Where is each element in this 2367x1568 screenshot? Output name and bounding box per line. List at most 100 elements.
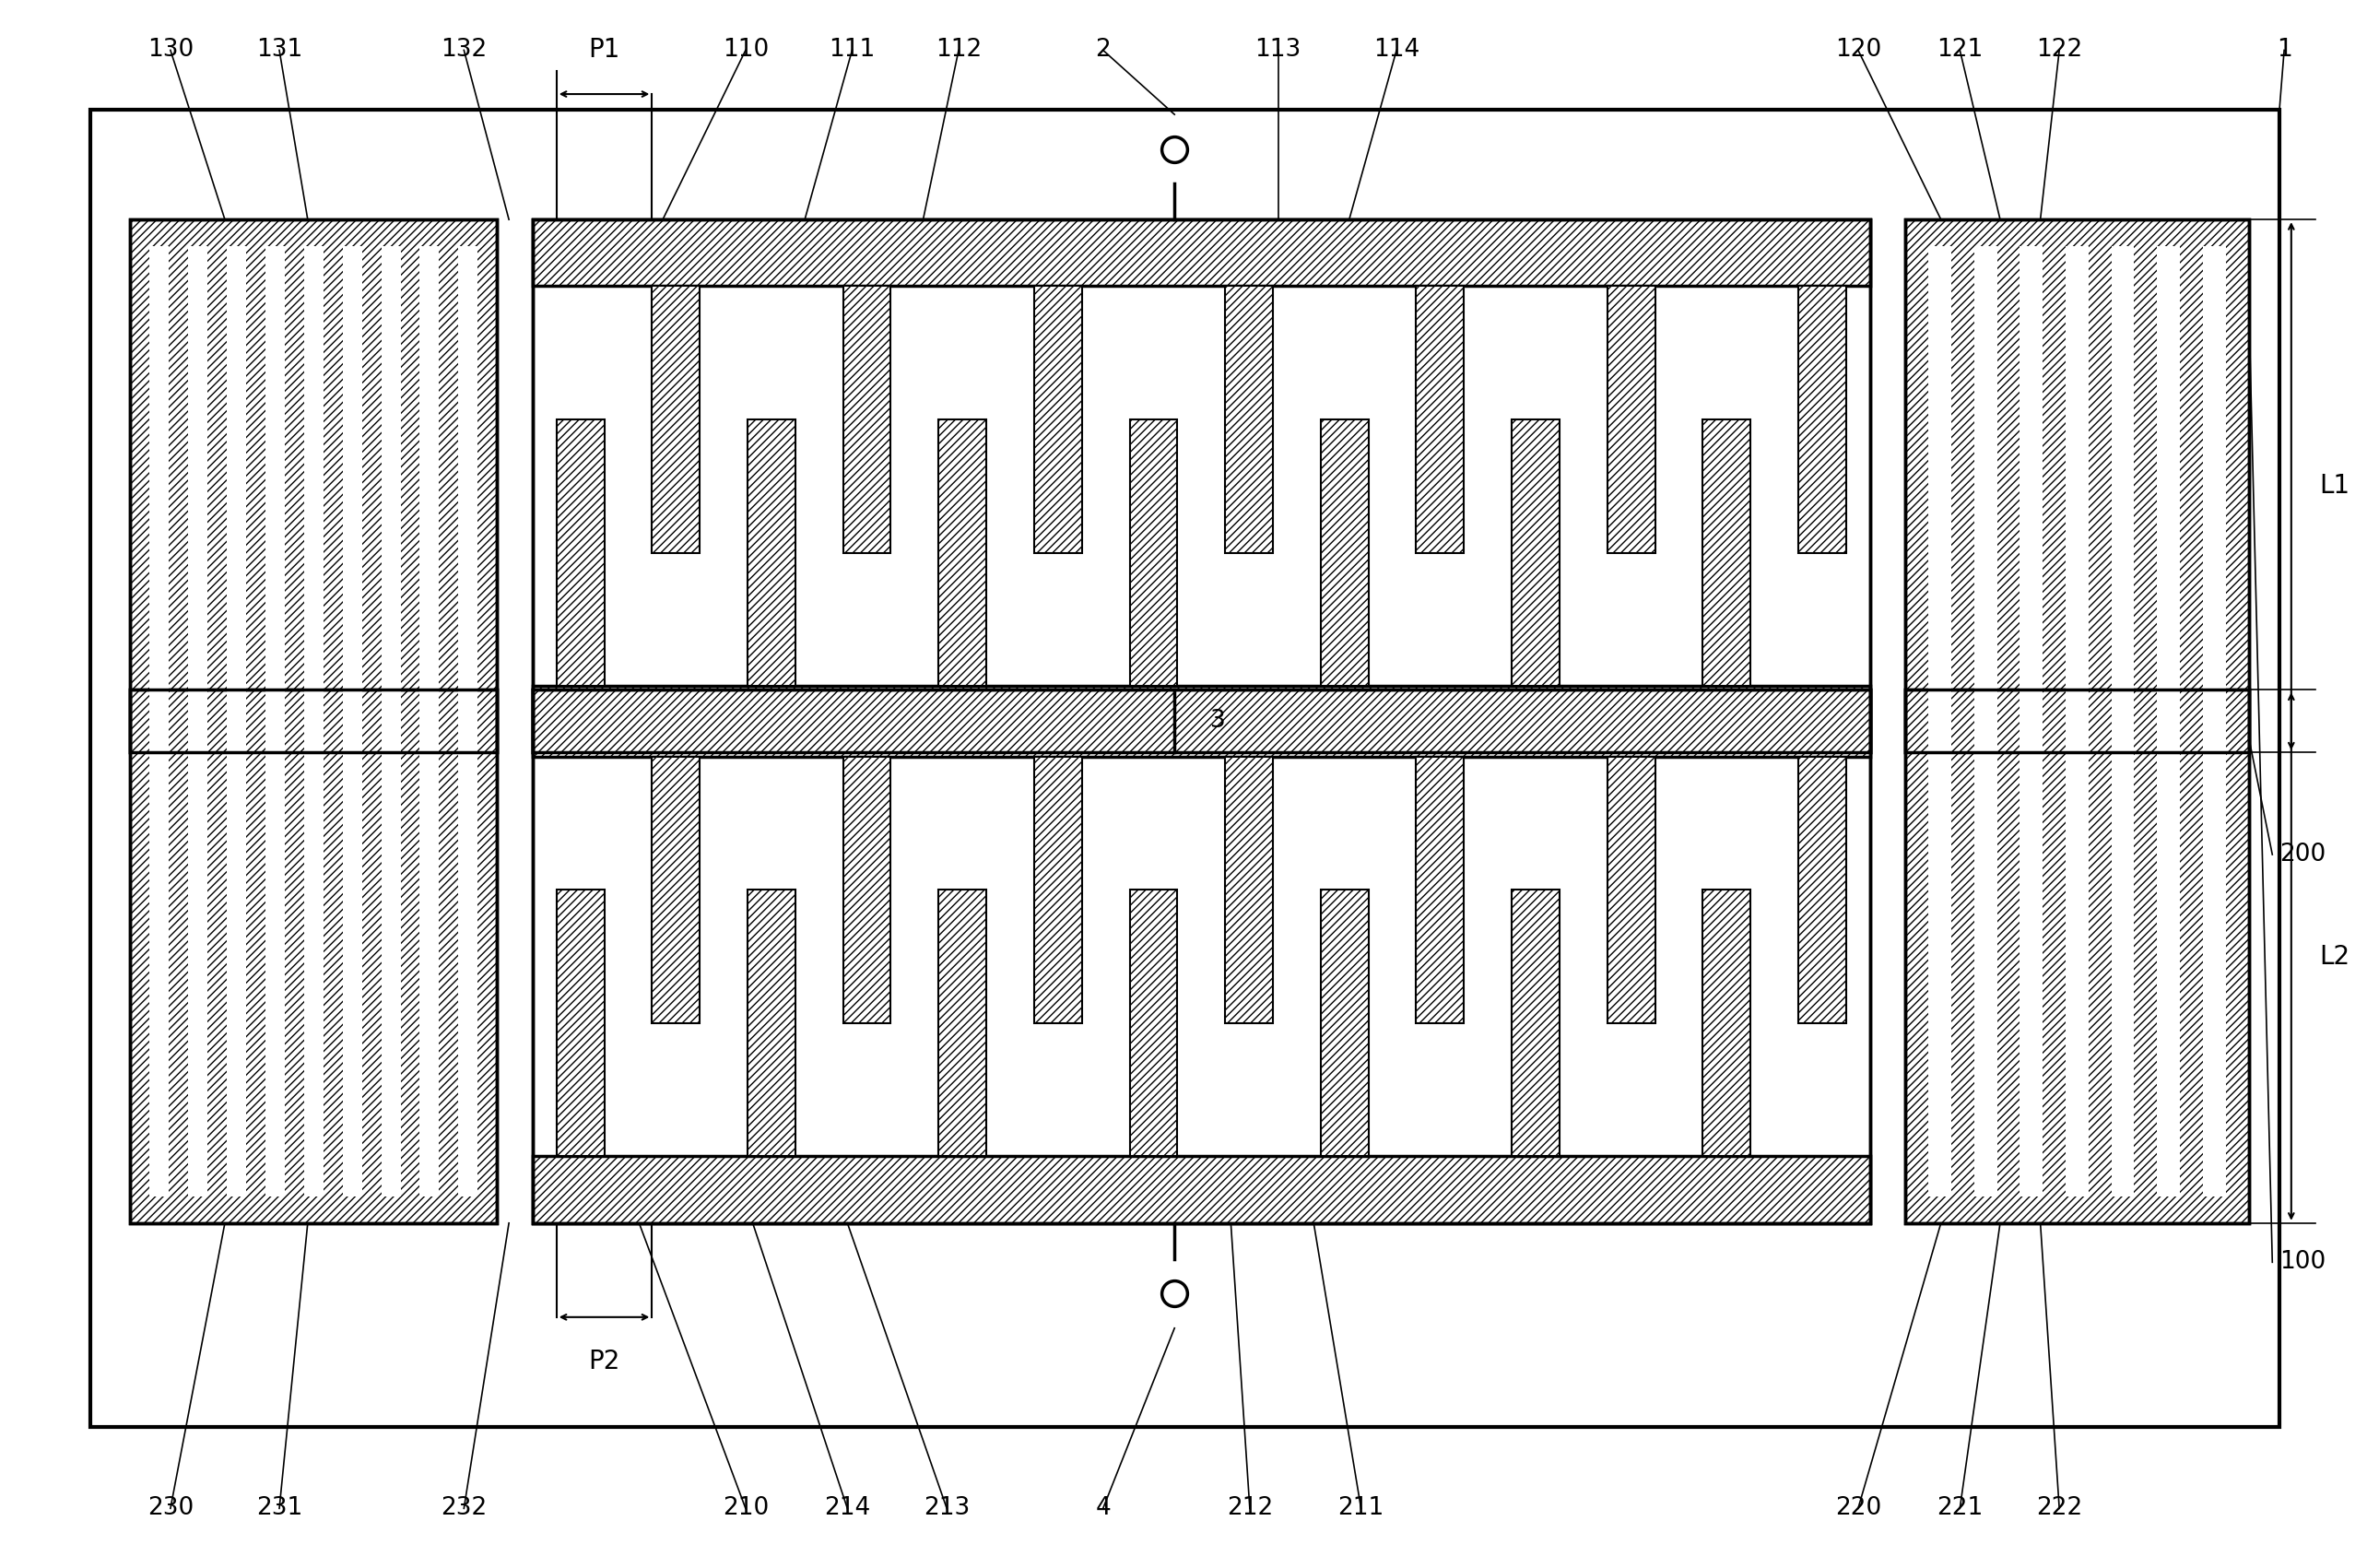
Bar [130, 220, 497, 753]
Bar [2066, 717, 2088, 1196]
Text: 214: 214 [824, 1496, 871, 1521]
Bar [533, 690, 1870, 1223]
Bar [1513, 420, 1560, 687]
Bar [2066, 246, 2088, 726]
Text: 100: 100 [2279, 1250, 2327, 1275]
Bar [2019, 717, 2043, 1196]
Bar [533, 220, 1870, 753]
Text: 4: 4 [1096, 1496, 1110, 1521]
Text: 222: 222 [2036, 1496, 2083, 1521]
Bar [533, 1157, 1870, 1223]
Text: P2: P2 [589, 1348, 620, 1374]
Bar [130, 220, 497, 753]
Bar [1702, 889, 1752, 1157]
Bar [2111, 246, 2135, 726]
Bar [556, 889, 604, 1157]
Bar [556, 420, 604, 687]
Bar [1905, 690, 2249, 1223]
Bar [419, 717, 440, 1196]
Bar [748, 889, 795, 1157]
Text: 112: 112 [935, 38, 982, 63]
Bar [1929, 717, 1950, 1196]
Bar [227, 246, 246, 726]
Text: 213: 213 [923, 1496, 970, 1521]
Text: 230: 230 [147, 1496, 194, 1521]
Text: 111: 111 [828, 38, 876, 63]
Text: 200: 200 [2279, 842, 2327, 867]
Bar [187, 246, 208, 726]
Bar [1226, 757, 1273, 1024]
Bar [1415, 757, 1463, 1024]
Text: 113: 113 [1255, 38, 1302, 63]
Text: 221: 221 [1936, 1496, 1984, 1521]
Bar [381, 246, 400, 726]
Bar [2204, 246, 2225, 726]
Bar [149, 717, 168, 1196]
Text: 132: 132 [440, 38, 488, 63]
Bar [343, 246, 362, 726]
Text: 121: 121 [1936, 38, 1984, 63]
Bar [1905, 690, 2249, 1223]
Bar [1929, 246, 1950, 726]
Bar [1321, 420, 1368, 687]
Bar [1799, 757, 1846, 1024]
Bar [748, 420, 795, 687]
Text: 1: 1 [2277, 38, 2291, 63]
Bar [2019, 246, 2043, 726]
Bar [1607, 287, 1655, 554]
Bar [1905, 220, 2249, 753]
Bar [343, 717, 362, 1196]
Text: 130: 130 [147, 38, 194, 63]
Bar [419, 246, 440, 726]
Bar [459, 717, 478, 1196]
Text: P1: P1 [589, 38, 620, 63]
Bar [533, 220, 1870, 753]
Bar [2156, 246, 2180, 726]
Bar [303, 246, 324, 726]
Bar [265, 246, 284, 726]
Bar [1974, 246, 1998, 726]
Text: 114: 114 [1373, 38, 1420, 63]
Bar [265, 717, 284, 1196]
Bar [1974, 717, 1998, 1196]
Bar [1415, 287, 1463, 554]
Bar [1226, 287, 1273, 554]
Text: 232: 232 [440, 1496, 488, 1521]
Bar [381, 717, 400, 1196]
Text: 120: 120 [1834, 38, 1882, 63]
Bar [843, 287, 890, 554]
Bar [533, 687, 1870, 753]
Bar [1702, 420, 1752, 687]
Bar [940, 420, 987, 687]
Bar [843, 757, 890, 1024]
Text: 110: 110 [722, 38, 769, 63]
Bar [303, 717, 324, 1196]
Bar [533, 220, 1870, 287]
Bar [1129, 889, 1176, 1157]
Text: 131: 131 [256, 38, 303, 63]
Text: 231: 231 [256, 1496, 303, 1521]
Bar [130, 690, 497, 1223]
Bar [533, 690, 1870, 756]
Bar [2156, 717, 2180, 1196]
Bar [130, 690, 497, 1223]
Bar [2204, 717, 2225, 1196]
Text: 2: 2 [1096, 38, 1110, 63]
Bar [1799, 287, 1846, 554]
Bar [651, 757, 701, 1024]
Text: 211: 211 [1337, 1496, 1385, 1521]
Bar [2111, 717, 2135, 1196]
Bar [149, 246, 168, 726]
Bar [651, 287, 701, 554]
Text: 210: 210 [722, 1496, 769, 1521]
Bar [459, 246, 478, 726]
Text: L2: L2 [2320, 944, 2350, 969]
Bar [1034, 757, 1082, 1024]
Text: L1: L1 [2320, 474, 2350, 499]
Text: 122: 122 [2036, 38, 2083, 63]
Text: 212: 212 [1226, 1496, 1273, 1521]
Bar [940, 889, 987, 1157]
Bar [1321, 889, 1368, 1157]
Text: 3: 3 [1210, 709, 1226, 734]
Bar [1034, 287, 1082, 554]
